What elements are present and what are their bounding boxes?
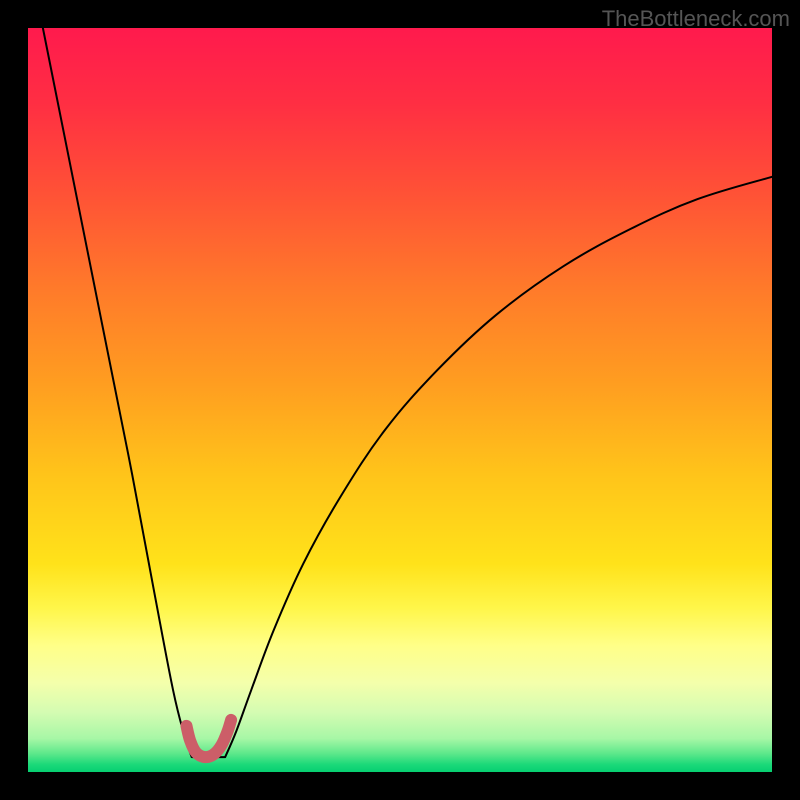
chart-container: TheBottleneck.com — [0, 0, 800, 800]
chart-plot-area — [28, 28, 772, 772]
watermark-label: TheBottleneck.com — [602, 6, 790, 32]
bottleneck-chart — [0, 0, 800, 800]
